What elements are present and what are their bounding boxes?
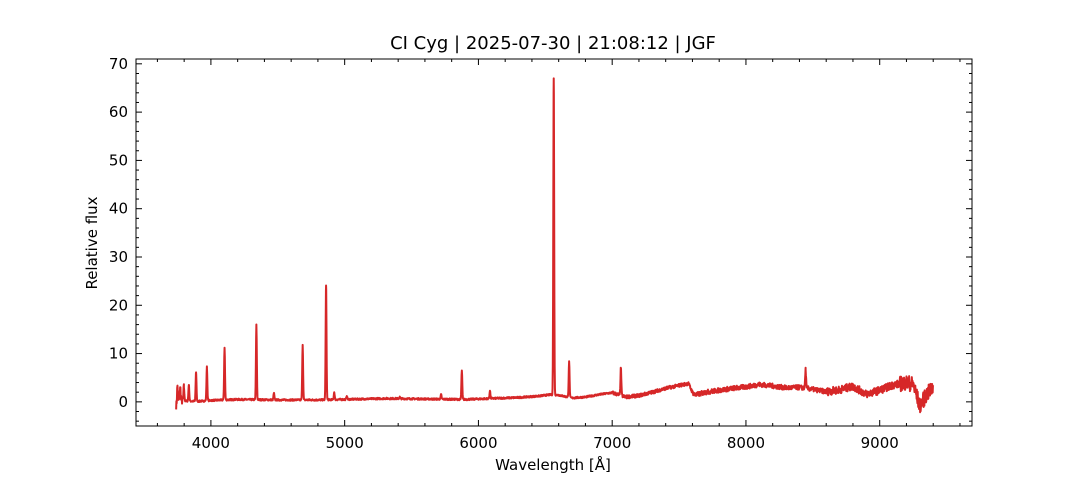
y-tick-label: 20 bbox=[109, 296, 128, 314]
x-tick-label: 8000 bbox=[727, 434, 765, 452]
spectrum-line bbox=[175, 77, 935, 414]
y-axis-label: Relative flux bbox=[83, 196, 101, 289]
x-tick-label: 6000 bbox=[459, 434, 497, 452]
y-tick-label: 50 bbox=[109, 151, 128, 169]
y-tick-label: 70 bbox=[109, 55, 128, 73]
y-tick-label: 10 bbox=[109, 345, 128, 363]
y-tick-label: 0 bbox=[118, 393, 128, 411]
plot-area bbox=[175, 77, 935, 414]
x-tick-label: 7000 bbox=[593, 434, 631, 452]
y-tick-label: 40 bbox=[109, 200, 128, 218]
y-tick-label: 30 bbox=[109, 248, 128, 266]
plot-frame bbox=[135, 58, 973, 427]
y-tick-label: 60 bbox=[109, 103, 128, 121]
axis-ticks: 4000 5000 6000 7000 8000 9000 0 10 20 30 40 50 60 70 bbox=[109, 55, 972, 452]
x-tick-label: 9000 bbox=[861, 434, 899, 452]
x-axis-label: Wavelength [Å] bbox=[495, 455, 611, 474]
x-tick-label: 4000 bbox=[192, 434, 230, 452]
chart-title: CI Cyg | 2025-07-30 | 21:08:12 | JGF bbox=[390, 33, 716, 54]
x-tick-label: 5000 bbox=[326, 434, 364, 452]
